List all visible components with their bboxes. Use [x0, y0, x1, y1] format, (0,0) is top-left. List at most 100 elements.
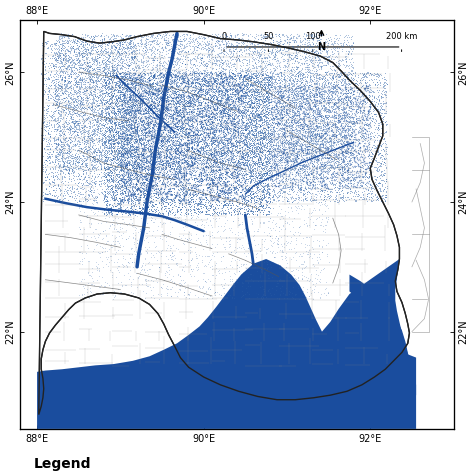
Point	[89, 38, 97, 46]
Point	[254, 79, 261, 86]
Point	[118, 111, 126, 119]
Point	[202, 108, 210, 115]
Point	[43, 44, 51, 51]
Point	[236, 74, 244, 82]
Point	[342, 53, 349, 61]
Point	[272, 182, 280, 190]
Point	[197, 200, 204, 208]
Point	[236, 79, 244, 86]
Point	[197, 182, 205, 189]
Point	[319, 154, 326, 162]
Point	[226, 190, 234, 197]
Point	[288, 103, 296, 110]
Point	[198, 208, 206, 216]
Point	[201, 162, 209, 169]
Point	[302, 91, 310, 99]
Point	[274, 116, 282, 123]
Point	[146, 141, 154, 149]
Point	[164, 159, 172, 167]
Point	[302, 76, 310, 84]
Point	[295, 295, 302, 302]
Point	[289, 112, 296, 119]
Point	[342, 196, 350, 204]
Point	[63, 165, 70, 173]
Point	[118, 91, 126, 98]
Point	[352, 173, 360, 181]
Point	[228, 211, 235, 219]
Point	[82, 88, 89, 95]
Point	[275, 202, 283, 210]
Point	[170, 36, 177, 44]
Point	[204, 109, 211, 117]
Point	[190, 128, 197, 136]
Point	[129, 132, 137, 139]
Point	[365, 91, 373, 98]
Point	[118, 98, 125, 105]
Point	[85, 191, 93, 198]
Point	[215, 197, 222, 205]
Point	[283, 150, 291, 158]
Point	[229, 191, 237, 198]
Point	[275, 148, 283, 155]
Point	[177, 92, 184, 100]
Point	[131, 171, 138, 179]
Point	[75, 170, 82, 178]
Point	[106, 52, 113, 60]
Point	[118, 46, 126, 53]
Point	[125, 191, 133, 198]
Point	[128, 36, 136, 44]
Point	[294, 68, 302, 76]
Point	[322, 128, 330, 136]
Point	[254, 163, 261, 170]
Point	[226, 46, 233, 54]
Point	[305, 234, 313, 241]
Point	[352, 125, 360, 132]
Point	[69, 59, 76, 66]
Point	[287, 79, 294, 87]
Point	[248, 86, 255, 94]
Point	[339, 76, 346, 83]
Point	[374, 78, 381, 85]
Point	[139, 46, 146, 54]
Point	[315, 147, 322, 155]
Point	[76, 73, 84, 81]
Point	[76, 123, 83, 130]
Point	[254, 155, 262, 163]
Point	[325, 185, 332, 193]
Point	[82, 31, 89, 38]
Point	[236, 137, 243, 144]
Point	[193, 130, 201, 138]
Point	[179, 74, 186, 82]
Point	[260, 59, 267, 66]
Point	[100, 64, 108, 71]
Point	[347, 102, 355, 109]
Point	[197, 124, 204, 132]
Point	[78, 113, 86, 120]
Point	[301, 49, 308, 56]
Point	[313, 155, 321, 162]
Point	[177, 124, 185, 131]
Point	[133, 136, 141, 144]
Point	[126, 208, 133, 215]
Point	[217, 117, 224, 125]
Point	[101, 73, 109, 81]
Point	[252, 115, 260, 123]
Point	[238, 124, 246, 131]
Point	[247, 68, 255, 75]
Point	[242, 56, 249, 64]
Point	[298, 135, 305, 143]
Point	[158, 114, 166, 122]
Point	[337, 195, 345, 202]
Point	[172, 56, 180, 64]
Point	[111, 109, 119, 117]
Point	[258, 33, 265, 41]
Point	[292, 206, 300, 214]
Point	[248, 72, 256, 80]
Point	[183, 42, 191, 50]
Point	[229, 86, 237, 93]
Point	[53, 119, 61, 127]
Point	[107, 82, 115, 90]
Point	[249, 37, 256, 45]
Point	[72, 95, 80, 102]
Point	[160, 172, 167, 179]
